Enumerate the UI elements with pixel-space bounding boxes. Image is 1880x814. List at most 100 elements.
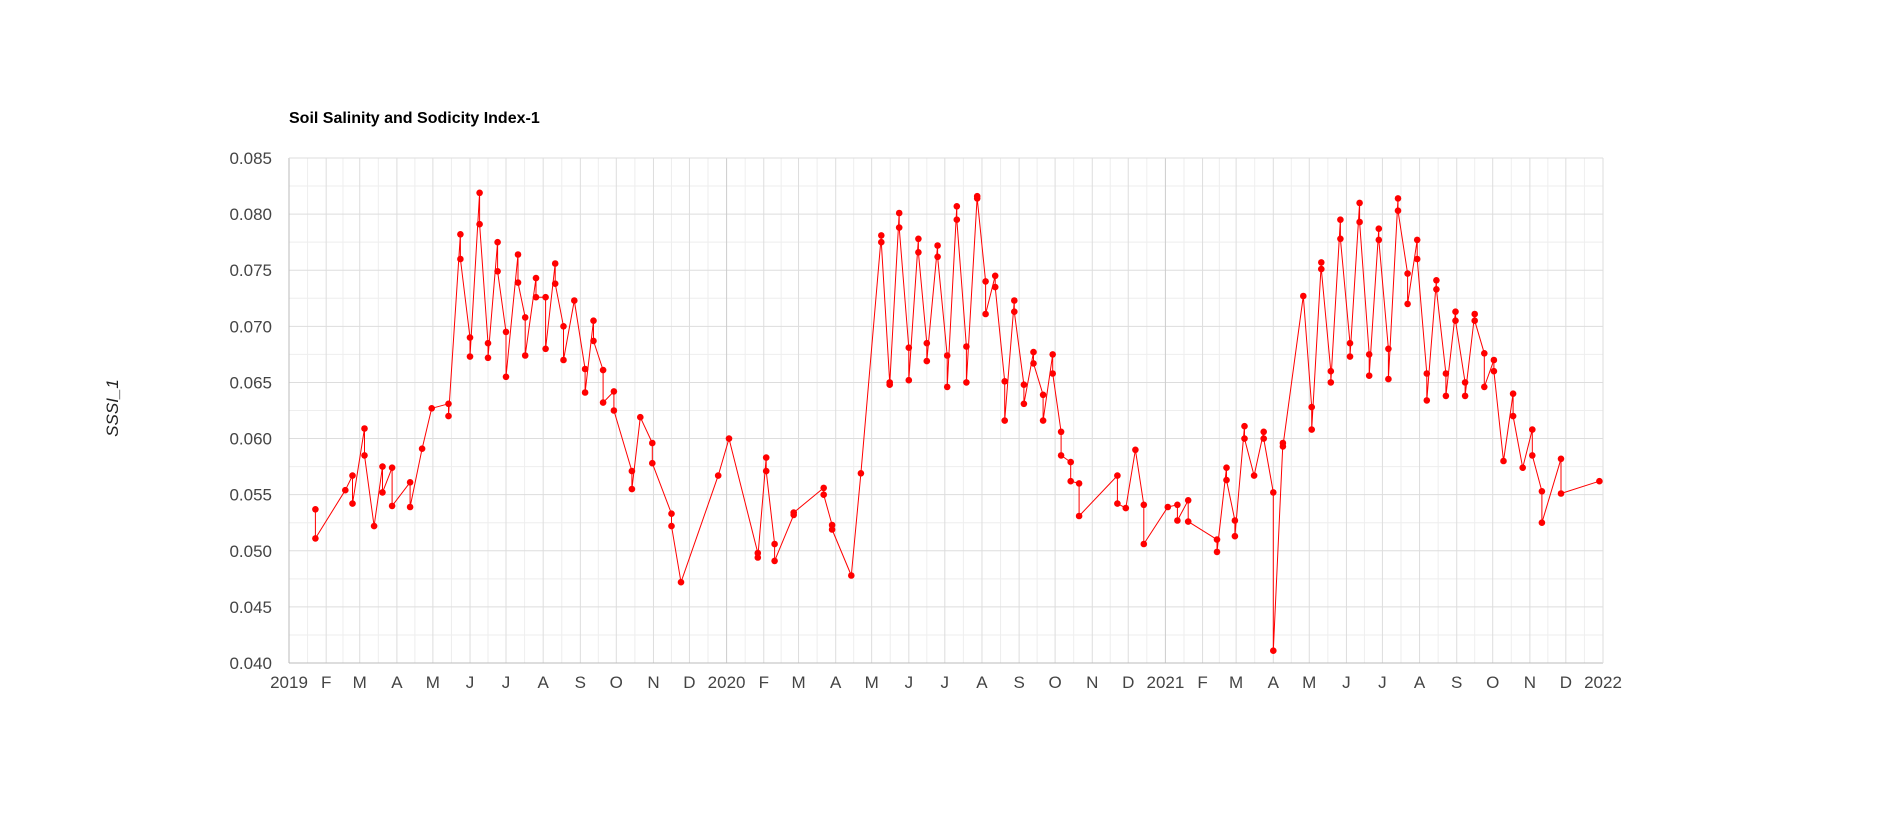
data-point [1075, 512, 1083, 520]
data-point [521, 314, 529, 321]
data-point [1140, 540, 1148, 548]
data-point [1057, 428, 1065, 436]
data-point [342, 486, 349, 494]
data-point [1442, 370, 1450, 377]
data-point [754, 554, 762, 561]
data-point [895, 209, 903, 217]
x-tick-label: M [353, 673, 367, 692]
data-point [406, 479, 414, 486]
data-point [1318, 265, 1325, 273]
data-point [1557, 490, 1565, 497]
data-point [466, 334, 474, 341]
x-tick-label: M [865, 673, 879, 692]
data-point [1452, 308, 1459, 316]
data-point [599, 399, 607, 406]
chart-title: Soil Salinity and Sodicity Index-1 [289, 110, 540, 127]
data-point [762, 454, 770, 461]
x-tick-label: 2022 [1584, 673, 1622, 692]
data-point [1308, 426, 1315, 433]
data-point [571, 297, 578, 304]
data-point [973, 195, 981, 202]
data-point [820, 484, 827, 492]
data-point [581, 389, 589, 396]
data-point [1030, 360, 1037, 367]
x-tick-label: N [1524, 673, 1536, 692]
data-point [771, 540, 778, 548]
y-tick-label: 0.060 [229, 430, 272, 449]
data-point [590, 337, 597, 345]
x-tick-label: O [1048, 673, 1061, 692]
data-point [1365, 372, 1373, 380]
data-point [610, 388, 618, 395]
data-point [502, 328, 510, 336]
data-point [943, 383, 951, 391]
data-point [848, 572, 855, 579]
data-point [677, 578, 685, 586]
data-point [820, 491, 827, 499]
data-point [484, 354, 492, 362]
data-point [1011, 297, 1018, 304]
data-point [551, 260, 559, 267]
data-point [1433, 277, 1440, 284]
x-tick-label: M [1302, 673, 1316, 692]
data-point [1250, 472, 1258, 479]
data-point [599, 366, 607, 374]
data-point [1346, 339, 1354, 347]
data-point [1049, 351, 1056, 358]
data-point [514, 279, 522, 286]
data-point [466, 353, 474, 360]
data-point [1067, 458, 1074, 466]
data-point [905, 344, 913, 352]
data-point [1213, 548, 1221, 556]
series-points-layer [312, 189, 1603, 654]
x-tick-label: J [466, 673, 475, 692]
data-point [610, 407, 618, 414]
data-point [542, 293, 549, 301]
data-point [551, 280, 559, 288]
data-point [1509, 390, 1517, 398]
data-point [349, 500, 356, 507]
data-point [1509, 412, 1517, 420]
data-point [1174, 501, 1181, 509]
data-point [406, 503, 414, 511]
data-point [1164, 503, 1172, 511]
data-point [991, 272, 999, 280]
data-point [1260, 435, 1267, 442]
x-tick-label: J [1378, 673, 1387, 692]
data-point [1557, 455, 1565, 463]
data-point [1067, 477, 1074, 485]
data-point [1337, 235, 1344, 243]
x-tick-label: N [647, 673, 659, 692]
data-point [1490, 356, 1498, 364]
data-point [1385, 375, 1392, 383]
data-point [1270, 647, 1277, 654]
grid-lines [288, 157, 1604, 664]
data-point [1519, 464, 1526, 472]
y-tick-label: 0.045 [229, 598, 272, 617]
data-point [1057, 452, 1065, 459]
x-tick-labels: 2019 F M A M J J A S O N D 2020 F M A M J J A S O N D 2021 F M A M J J… [270, 673, 1622, 692]
data-point [923, 339, 931, 347]
x-tick-label: A [830, 673, 842, 692]
data-point [1375, 225, 1383, 232]
data-point [1529, 452, 1536, 459]
data-point [1500, 457, 1507, 465]
data-point [857, 470, 865, 477]
data-point [1385, 345, 1392, 353]
data-point [560, 356, 567, 364]
data-point [649, 439, 656, 447]
data-point [388, 464, 396, 472]
data-point [445, 400, 452, 408]
data-point [1481, 383, 1488, 391]
data-point [1260, 428, 1267, 436]
data-point [532, 293, 540, 301]
data-point [878, 232, 885, 239]
y-tick-label: 0.085 [229, 149, 272, 168]
data-point [1346, 353, 1354, 360]
y-tick-label: 0.080 [229, 205, 272, 224]
data-point [982, 310, 989, 318]
x-tick-label: D [1560, 673, 1572, 692]
data-point [762, 467, 770, 475]
data-point [388, 502, 396, 510]
data-point [934, 253, 941, 261]
